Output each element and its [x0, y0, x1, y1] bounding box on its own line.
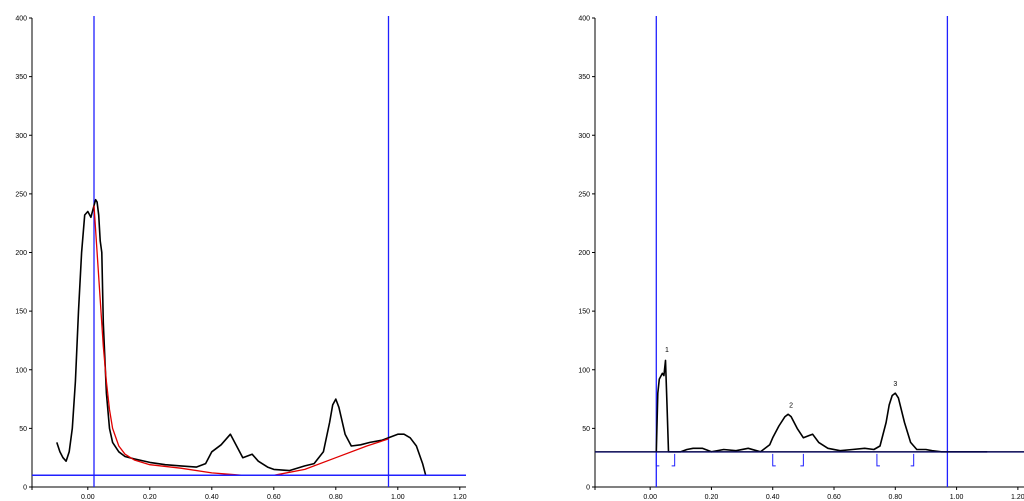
y-tick-label: 150	[15, 309, 27, 316]
y-tick-label: 100	[15, 367, 27, 374]
y-tick-label: 250	[578, 191, 590, 198]
peak-bracket	[910, 453, 915, 467]
peak-bracket	[671, 453, 676, 467]
y-tick-label: 50	[19, 426, 27, 433]
x-tick-label: 1.00	[950, 494, 964, 501]
y-tick-label: 300	[578, 133, 590, 140]
x-tick-label: 0.60	[827, 494, 841, 501]
x-tick-label: 0.40	[766, 494, 780, 501]
x-tick-label: 1.00	[391, 494, 405, 501]
y-tick-label: 0	[23, 485, 27, 492]
peak-label: 3	[893, 381, 897, 388]
y-tick-label: 400	[578, 16, 590, 23]
peak-bracket	[876, 453, 880, 467]
peak-bracket	[655, 453, 660, 467]
chromatogram-right: 0 50 100 150 200 250 300 350 400 0.00 0.20 0.40 0.60…	[578, 16, 1024, 501]
x-tick-label: 1.20	[453, 494, 467, 501]
y-tick-label: 350	[578, 74, 590, 81]
baseline-fit-line	[93, 205, 389, 476]
peak-label: 1	[665, 347, 669, 354]
x-tick-label: 0.20	[143, 494, 157, 501]
y-tick-label: 200	[578, 250, 590, 257]
x-tick-label: 0.80	[329, 494, 343, 501]
y-tick-label: 400	[15, 16, 27, 23]
signal-line	[56, 198, 427, 476]
signal-line	[655, 359, 988, 453]
y-tick-label: 350	[15, 74, 27, 81]
x-tick-label: 0.40	[205, 494, 219, 501]
peak-bracket	[772, 453, 776, 467]
y-tick-label: 0	[586, 485, 590, 492]
x-tick-label: 1.20	[1011, 494, 1024, 501]
x-tick-label: 0.00	[643, 494, 657, 501]
y-tick-label: 200	[15, 250, 27, 257]
y-tick-label: 150	[578, 309, 590, 316]
y-tick-label: 300	[15, 133, 27, 140]
y-tick-label: 100	[578, 367, 590, 374]
x-tick-label: 0.60	[267, 494, 281, 501]
y-tick-label: 250	[15, 191, 27, 198]
x-tick-label: 0.80	[888, 494, 902, 501]
peak-label: 2	[789, 402, 793, 409]
x-tick-label: 0.00	[81, 494, 95, 501]
y-tick-label: 50	[582, 426, 590, 433]
peak-bracket	[800, 453, 804, 467]
x-tick-label: 0.20	[705, 494, 719, 501]
chromatogram-left: 0 50 100 150 200 250 300 350 400 0.00 0.20 0.40 0.60…	[15, 16, 467, 501]
